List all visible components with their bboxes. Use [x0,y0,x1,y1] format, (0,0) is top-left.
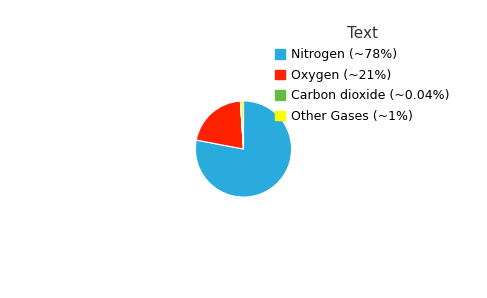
Wedge shape [241,101,244,149]
Wedge shape [196,101,244,149]
Legend: Nitrogen (~78%), Oxygen (~21%), Carbon dioxide (~0.04%), Other Gases (~1%): Nitrogen (~78%), Oxygen (~21%), Carbon d… [270,21,454,128]
Wedge shape [241,101,244,149]
Wedge shape [195,101,292,197]
